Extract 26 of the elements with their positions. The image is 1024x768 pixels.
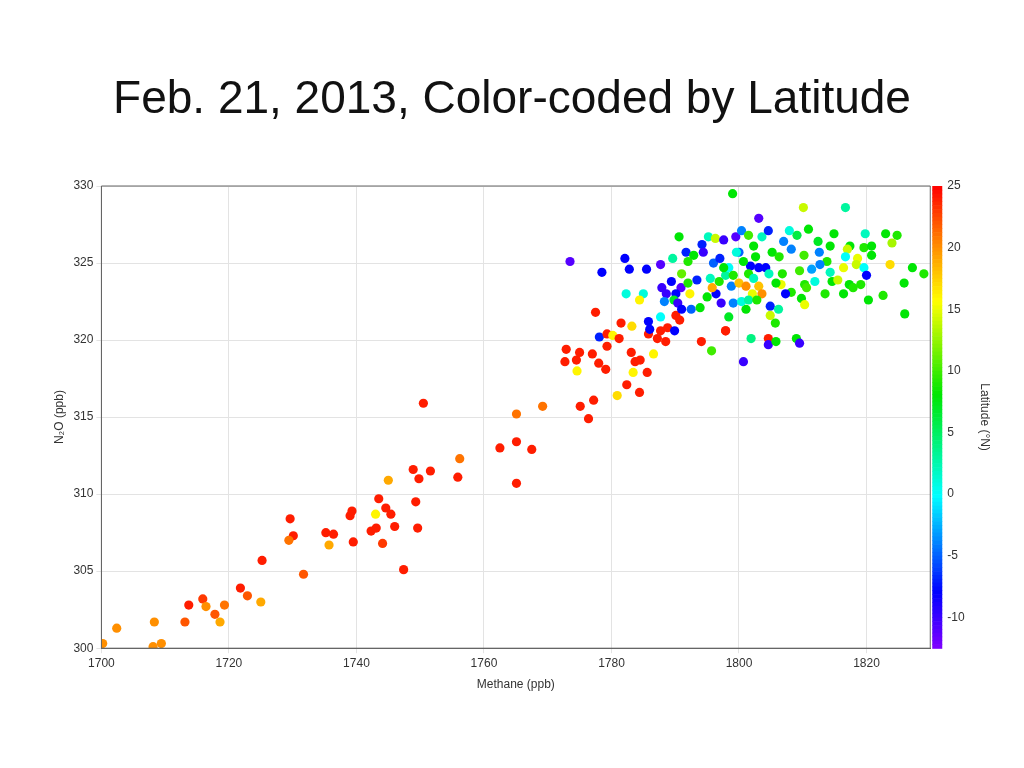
color-bar-label: 15 (947, 301, 961, 316)
x-tick-label: 1820 (853, 655, 881, 670)
x-tick-label: 1700 (88, 655, 116, 670)
y-tick-label: 330 (73, 178, 94, 193)
x-tick-label: 1800 (725, 655, 753, 670)
y-axis-title: N₂O (ppb) (51, 390, 66, 445)
x-tick-label: 1760 (470, 655, 498, 670)
color-bar-label: 25 (947, 178, 961, 193)
x-tick-label: 1720 (215, 655, 243, 670)
color-bar-label: 10 (947, 363, 961, 378)
y-tick-label: 325 (73, 255, 94, 270)
chart-title: Feb. 21, 2013, Color-coded by Latitude (112, 70, 912, 125)
y-tick-label: 320 (73, 332, 94, 347)
color-bar-label: 20 (947, 239, 961, 254)
x-tick-label: 1780 (598, 655, 626, 670)
y-tick-label: 310 (73, 486, 94, 501)
color-bar-label: 0 (947, 486, 955, 501)
x-tick-label: 1740 (343, 655, 371, 670)
color-bar-label: 5 (947, 424, 955, 439)
y-tick-label: 315 (73, 409, 94, 424)
color-bar-label: -5 (947, 548, 959, 563)
color-bar-title: Latitude (°N) (978, 383, 993, 451)
y-tick-label: 300 (73, 640, 94, 655)
y-tick-label: 305 (73, 563, 94, 578)
color-bar-label: -10 (947, 609, 965, 624)
x-axis-title: Methane (ppb) (476, 677, 555, 692)
